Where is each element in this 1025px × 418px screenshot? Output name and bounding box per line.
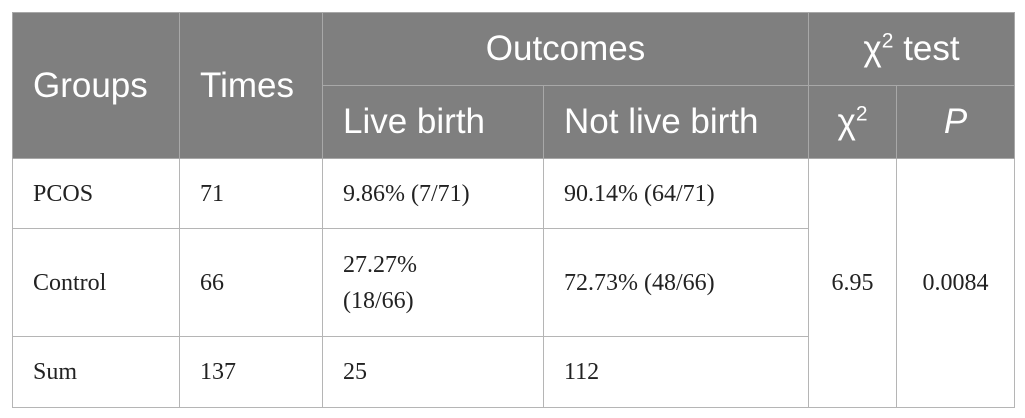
header-outcomes: Outcomes [322,12,809,86]
table-row: Control 66 27.27% (18/66) 72.73% (48/66) [12,228,1015,337]
cell-live-birth: 9.86% (7/71) [322,158,544,229]
cell-not-live-birth: 90.14% (64/71) [543,158,809,229]
cell-not-live-birth: 72.73% (48/66) [543,228,809,337]
cell-times: 71 [179,158,323,229]
cell-times: 66 [179,228,323,337]
cell-group: PCOS [12,158,180,229]
table-row: PCOS 71 9.86% (7/71) 90.14% (64/71) 6.95… [12,158,1016,408]
cell-live-birth: 27.27% (18/66) [322,228,544,337]
chi-symbol: χ [837,102,856,141]
cell-group: Sum [12,336,180,408]
cell-live-birth-line1: 27.27% [343,251,417,278]
chi-superscript: 2 [855,102,868,126]
header-p: P [895,85,1016,159]
header-chi-square: χ2 [808,85,897,159]
header-live-birth: Live birth [322,85,544,159]
header-not-live-birth: Not live birth [543,85,809,159]
header-groups: Groups [12,12,180,159]
cell-p-value: 0.0084 [895,158,1016,408]
cell-live-birth: 25 [322,336,544,408]
header-times: Times [179,12,323,159]
results-table: Groups Times Outcomes χ2 test Live birth… [12,12,1016,408]
chi-test-label: test [893,29,960,68]
cell-group: Control [12,228,180,337]
cell-times: 137 [179,336,323,408]
cell-chi-square-value: 6.95 [808,158,897,408]
chi-symbol: χ [863,29,882,68]
chi-superscript: 2 [881,29,894,53]
table-row: Sum 137 25 112 [12,336,1015,408]
header-chi-square-test: χ2 test [807,12,1016,86]
cell-not-live-birth: 112 [543,336,809,408]
cell-live-birth-line2: (18/66) [343,287,414,314]
